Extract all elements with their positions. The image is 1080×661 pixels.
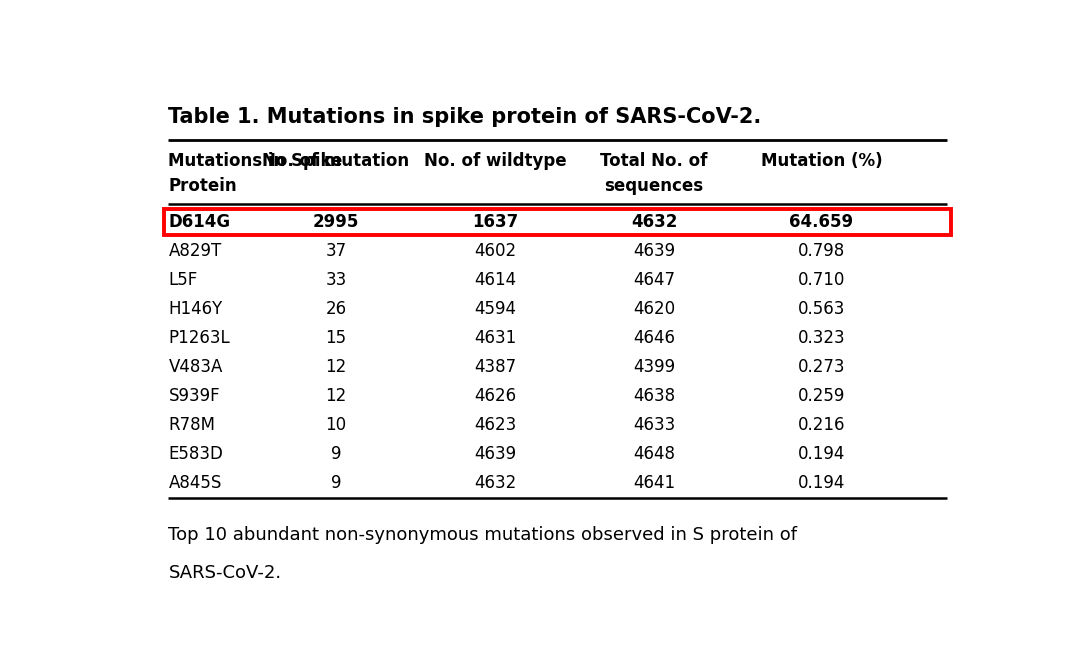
- Text: No. of mutation: No. of mutation: [262, 151, 409, 170]
- Text: sequences: sequences: [605, 177, 703, 195]
- Text: SARS-CoV-2.: SARS-CoV-2.: [168, 564, 282, 582]
- Text: 0.194: 0.194: [798, 474, 845, 492]
- Text: P1263L: P1263L: [168, 329, 230, 347]
- Text: 37: 37: [325, 242, 347, 260]
- Text: E583D: E583D: [168, 445, 224, 463]
- Text: 4632: 4632: [474, 474, 516, 492]
- Text: 12: 12: [325, 387, 347, 405]
- Text: 0.194: 0.194: [798, 445, 845, 463]
- Text: 0.273: 0.273: [798, 358, 845, 376]
- Text: 2995: 2995: [313, 213, 359, 231]
- Text: 4639: 4639: [474, 445, 516, 463]
- Text: A829T: A829T: [168, 242, 221, 260]
- Text: 4639: 4639: [633, 242, 675, 260]
- Text: 26: 26: [325, 300, 347, 318]
- Text: 4614: 4614: [474, 271, 516, 289]
- Text: 0.259: 0.259: [798, 387, 845, 405]
- Text: 0.323: 0.323: [797, 329, 846, 347]
- Text: 64.659: 64.659: [789, 213, 853, 231]
- Text: Top 10 abundant non-synonymous mutations observed in S protein of: Top 10 abundant non-synonymous mutations…: [168, 525, 797, 544]
- Text: H146Y: H146Y: [168, 300, 222, 318]
- Text: 9: 9: [330, 445, 341, 463]
- Text: No. of wildtype: No. of wildtype: [423, 151, 566, 170]
- Text: Mutations in Spike: Mutations in Spike: [168, 151, 342, 170]
- Text: 1637: 1637: [472, 213, 518, 231]
- Text: V483A: V483A: [168, 358, 222, 376]
- Text: 0.563: 0.563: [798, 300, 845, 318]
- Text: S939F: S939F: [168, 387, 220, 405]
- Text: 4626: 4626: [474, 387, 516, 405]
- Text: 9: 9: [330, 474, 341, 492]
- Text: 4631: 4631: [474, 329, 516, 347]
- Text: 4594: 4594: [474, 300, 516, 318]
- Text: Total No. of: Total No. of: [600, 151, 707, 170]
- Text: 4646: 4646: [633, 329, 675, 347]
- Text: 4387: 4387: [474, 358, 516, 376]
- Text: 10: 10: [325, 416, 347, 434]
- Text: 33: 33: [325, 271, 347, 289]
- Text: 4647: 4647: [633, 271, 675, 289]
- Text: 4641: 4641: [633, 474, 675, 492]
- Text: 4638: 4638: [633, 387, 675, 405]
- Text: 15: 15: [325, 329, 347, 347]
- Text: Table 1. Mutations in spike protein of SARS-CoV-2.: Table 1. Mutations in spike protein of S…: [168, 107, 761, 128]
- Text: 4399: 4399: [633, 358, 675, 376]
- Text: 0.710: 0.710: [798, 271, 845, 289]
- Text: Protein: Protein: [168, 177, 238, 195]
- Text: 0.216: 0.216: [798, 416, 845, 434]
- Text: 4632: 4632: [631, 213, 677, 231]
- Text: 4633: 4633: [633, 416, 675, 434]
- Text: 12: 12: [325, 358, 347, 376]
- Text: D614G: D614G: [168, 213, 231, 231]
- Text: 4602: 4602: [474, 242, 516, 260]
- Text: 0.798: 0.798: [798, 242, 845, 260]
- Text: R78M: R78M: [168, 416, 216, 434]
- Text: A845S: A845S: [168, 474, 221, 492]
- Text: 4648: 4648: [633, 445, 675, 463]
- Text: 4620: 4620: [633, 300, 675, 318]
- Text: L5F: L5F: [168, 271, 198, 289]
- Text: 4623: 4623: [474, 416, 516, 434]
- Text: Mutation (%): Mutation (%): [760, 151, 882, 170]
